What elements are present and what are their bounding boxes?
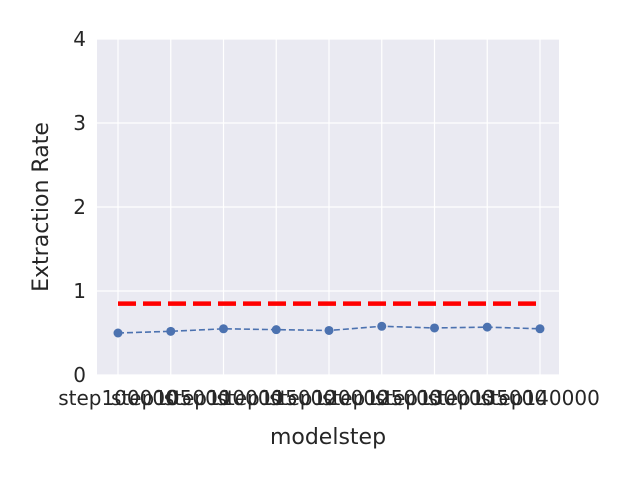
x-tick-label-2: step110000 (164, 386, 284, 410)
y-axis-label: Extraction Rate (29, 122, 54, 292)
grid (97, 38, 559, 376)
series-group (113, 321, 545, 338)
x-tick-label-7: step135000 (427, 386, 547, 410)
x-axis-label: modelstep (270, 425, 386, 450)
y-tick-label-3: 3 (73, 111, 86, 135)
y-tick-label-1: 1 (73, 279, 86, 303)
x-tick-label-6: step130000 (375, 386, 495, 410)
y-tick-label-4: 4 (73, 27, 86, 51)
data-point-0-1 (166, 326, 176, 336)
x-tick-label-8: step140000 (480, 386, 600, 410)
data-point-0-0 (113, 328, 123, 338)
data-point-0-4 (324, 325, 334, 335)
data-point-0-5 (377, 321, 387, 331)
data-point-0-7 (482, 322, 492, 332)
y-tick-label-2: 2 (73, 195, 86, 219)
data-point-0-2 (219, 324, 228, 334)
x-tick-labels: step100000step105000step110000step115000… (58, 386, 600, 410)
data-point-0-6 (430, 323, 439, 333)
x-tick-label-0: step100000 (58, 386, 178, 410)
x-tick-label-5: step125000 (322, 386, 442, 410)
x-tick-label-4: step120000 (269, 386, 389, 410)
y-tick-labels: 0 1 2 3 4 (73, 27, 86, 387)
y-tick-label-0: 0 (73, 363, 86, 387)
data-point-0-3 (271, 325, 281, 335)
x-tick-label-3: step115000 (216, 386, 336, 410)
data-point-0-8 (535, 324, 545, 334)
x-tick-label-1: step105000 (111, 386, 231, 410)
